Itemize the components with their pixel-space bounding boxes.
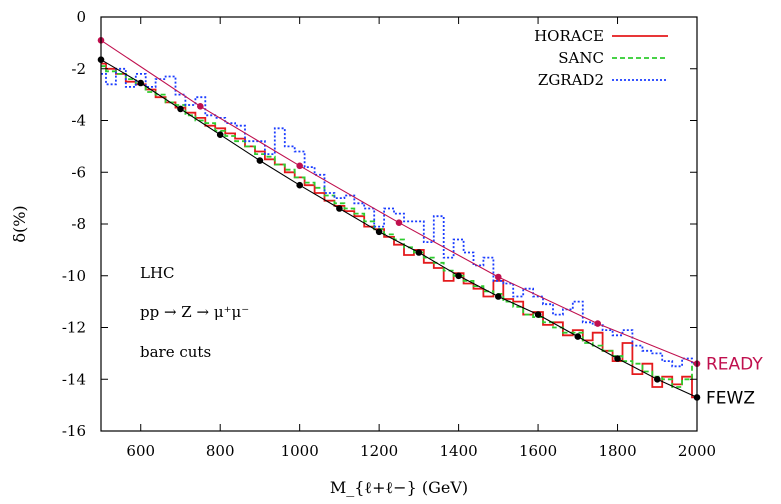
y-tick-label-0: 0 [76, 8, 86, 26]
y-tick-label--6: -6 [71, 163, 86, 181]
series-sanc-line [101, 65, 697, 388]
legend: HORACE SANC ZGRAD2 [534, 27, 668, 89]
end-label-ready: READY [706, 355, 763, 375]
series-fewz-point [534, 311, 542, 318]
legend-label-sanc: SANC [558, 49, 604, 67]
series-fewz-point [256, 157, 264, 164]
legend-label-horace: HORACE [534, 27, 604, 45]
annotation-process: pp → Z → μ⁺μ⁻ [140, 303, 249, 321]
series-ready-point [296, 162, 304, 170]
y-axis-label: δ(%) [10, 205, 29, 242]
series-fewz-point [216, 131, 224, 138]
y-tick-label--4: -4 [71, 112, 86, 130]
axis-ticks: 600 800 1000 1200 1400 1600 1800 2000 0 -2 -4 -6 -8 -… [62, 8, 716, 460]
x-tick-label-2000: 2000 [678, 442, 716, 460]
series-fewz-point [455, 272, 462, 280]
x-tick-label-1000: 1000 [281, 442, 319, 460]
annotation-lhc: LHC [140, 264, 175, 282]
series-ready-point [395, 219, 403, 226]
x-tick-label-1800: 1800 [598, 442, 636, 460]
series-fewz-point [336, 205, 343, 212]
x-tick-label-1400: 1400 [440, 442, 478, 460]
end-label-fewz: FEWZ [706, 388, 755, 408]
legend-label-zgrad2: ZGRAD2 [538, 71, 604, 89]
end-labels: READY FEWZ [706, 355, 763, 409]
y-tick-label--14: -14 [62, 370, 86, 388]
series-fewz-point [574, 333, 582, 340]
series-fewz-point [375, 228, 383, 236]
series-fewz-point [137, 79, 144, 87]
series-ready-point [495, 273, 502, 281]
y-tick-label--8: -8 [71, 215, 86, 233]
series-fewz-point [614, 355, 621, 362]
series-fewz-point [415, 249, 423, 256]
series-fewz-point [177, 105, 184, 113]
series-ready-point [594, 320, 601, 327]
x-tick-label-600: 600 [126, 442, 155, 460]
series-ready-point [197, 103, 204, 110]
x-tick-label-1600: 1600 [519, 442, 557, 460]
y-tick-label--10: -10 [62, 267, 86, 285]
plot-area [97, 37, 701, 401]
series-fewz-point [654, 376, 661, 383]
x-tick-label-1200: 1200 [360, 442, 398, 460]
series-fewz-point [296, 181, 304, 189]
y-tick-label--16: -16 [62, 422, 86, 440]
annotation-cuts: bare cuts [140, 343, 211, 361]
y-tick-label--2: -2 [71, 60, 86, 78]
series-fewz-line [100, 59, 698, 398]
series-fewz-point [495, 293, 502, 300]
series-horace-line [101, 62, 697, 399]
y-tick-label--12: -12 [62, 319, 86, 337]
x-axis-label: M_{ℓ+ℓ−} (GeV) [330, 478, 468, 497]
x-tick-label-800: 800 [206, 442, 235, 460]
